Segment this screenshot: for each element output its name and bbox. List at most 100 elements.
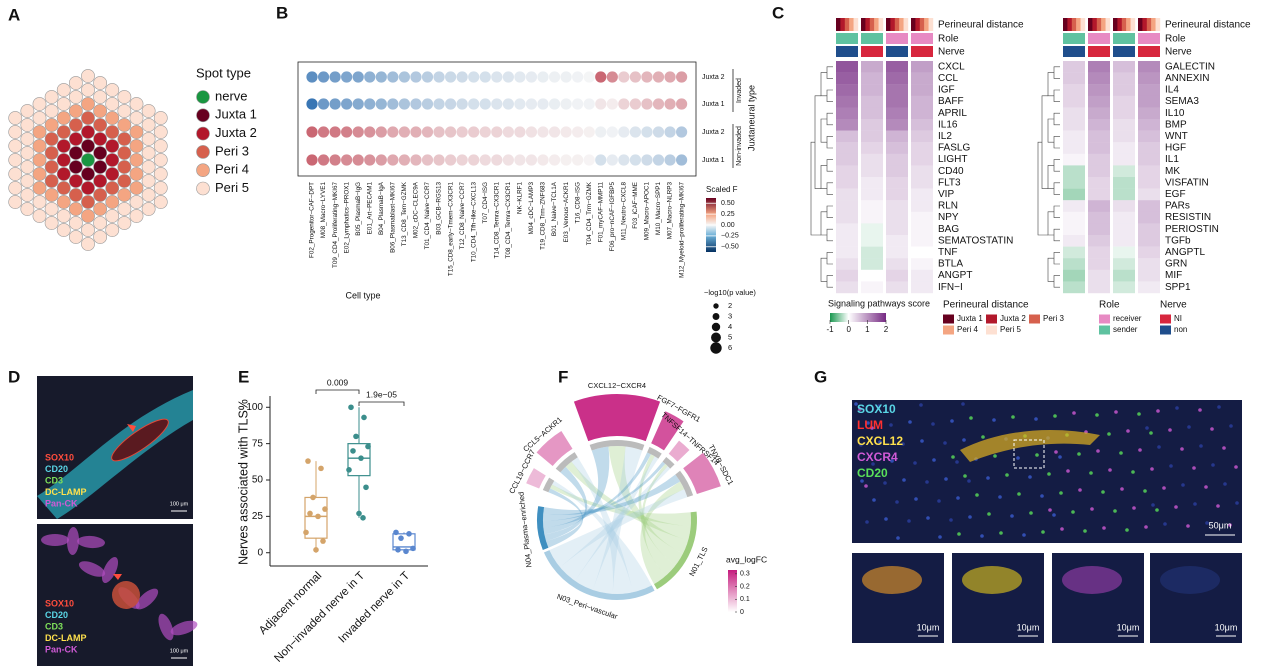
point bbox=[360, 515, 366, 521]
dendrogram bbox=[1053, 159, 1060, 172]
annotation-cell bbox=[836, 18, 841, 31]
spot bbox=[105, 153, 120, 167]
heat-cell bbox=[1113, 269, 1135, 282]
spot bbox=[117, 132, 132, 146]
heat-cell bbox=[1063, 281, 1085, 294]
heat-cell bbox=[861, 84, 883, 96]
dendrogram bbox=[1047, 118, 1054, 143]
dot bbox=[421, 98, 434, 110]
point bbox=[410, 545, 416, 552]
legend-label: sender bbox=[1113, 325, 1138, 334]
heat-cell bbox=[911, 281, 933, 294]
cell bbox=[1149, 431, 1153, 435]
dot bbox=[387, 126, 399, 138]
heat-cell bbox=[1063, 95, 1085, 108]
row-label: ANGPTL bbox=[1165, 247, 1205, 258]
cell bbox=[865, 520, 869, 524]
heat-cell bbox=[1088, 142, 1110, 154]
tissue bbox=[101, 557, 119, 583]
x-tick-label: T09_CD4_Proliferating−MKI67 bbox=[332, 182, 339, 268]
spot bbox=[117, 202, 132, 216]
dot bbox=[664, 71, 676, 83]
x-tick-label: T15_CD8_early−Tmem−CX3CR1 bbox=[447, 182, 454, 277]
heat-cell bbox=[886, 119, 908, 131]
cell bbox=[1210, 427, 1214, 431]
cell bbox=[925, 480, 929, 484]
heat-cell bbox=[911, 142, 933, 154]
legend-title: Perineural distance bbox=[943, 300, 1029, 311]
channel-label: SOX10 bbox=[45, 452, 74, 462]
chord bbox=[543, 474, 681, 515]
channel-label: Pan-CK bbox=[45, 498, 78, 508]
cell bbox=[956, 496, 960, 500]
dot bbox=[306, 126, 318, 138]
plot-frame bbox=[297, 61, 697, 177]
dot bbox=[341, 71, 353, 83]
spot bbox=[105, 139, 120, 153]
dot bbox=[352, 126, 364, 138]
spot bbox=[32, 181, 47, 195]
point bbox=[403, 548, 409, 555]
row-label: VIP bbox=[938, 189, 954, 200]
pair-bar bbox=[668, 440, 690, 462]
point bbox=[313, 547, 319, 553]
legend-label: Peri 5 bbox=[215, 180, 249, 195]
spot bbox=[153, 195, 168, 209]
heat-cell bbox=[911, 246, 933, 259]
inset-signal bbox=[862, 566, 922, 594]
legend-label: Peri 4 bbox=[215, 162, 249, 177]
heat-cell bbox=[861, 107, 883, 120]
dendrogram bbox=[826, 228, 833, 242]
dot bbox=[664, 126, 676, 138]
dot bbox=[514, 71, 526, 83]
annotation-cell bbox=[1067, 18, 1072, 31]
cell bbox=[914, 497, 918, 501]
heat-cell bbox=[1138, 165, 1160, 178]
colorbar-label: 0 bbox=[740, 609, 744, 616]
legend-label: NI bbox=[1174, 314, 1182, 323]
annotation-cell bbox=[1151, 18, 1156, 31]
annotation-cell bbox=[1063, 18, 1068, 31]
heat-cell bbox=[1063, 246, 1085, 259]
heat-cell bbox=[886, 84, 908, 96]
cell bbox=[920, 439, 924, 443]
heat-cell bbox=[1113, 200, 1135, 212]
nerve bbox=[112, 581, 140, 609]
spot bbox=[105, 209, 120, 223]
spot bbox=[93, 76, 108, 90]
size-title: −log10(p value) bbox=[704, 288, 756, 297]
spot bbox=[93, 90, 108, 104]
spot bbox=[56, 181, 71, 195]
dot bbox=[329, 71, 341, 83]
tissue bbox=[170, 620, 198, 636]
spot bbox=[105, 97, 120, 111]
dot bbox=[364, 98, 376, 110]
heat-cell bbox=[1088, 269, 1110, 282]
legend-label: Juxta 2 bbox=[215, 125, 257, 140]
dot bbox=[595, 126, 607, 138]
spot bbox=[56, 125, 71, 139]
dot bbox=[468, 71, 480, 83]
dendrogram bbox=[1047, 211, 1054, 236]
heat-cell bbox=[836, 188, 858, 201]
dendrogram bbox=[1053, 112, 1060, 126]
cell bbox=[1011, 415, 1015, 419]
dot bbox=[618, 98, 630, 110]
dot bbox=[514, 98, 526, 110]
heat-cell bbox=[1063, 165, 1085, 178]
nerve bbox=[111, 418, 169, 462]
spot bbox=[68, 160, 83, 174]
spot bbox=[56, 153, 71, 167]
heat-cell bbox=[1088, 200, 1110, 212]
scale-label: 10μm bbox=[917, 622, 940, 632]
cell bbox=[872, 498, 876, 502]
annotation-cell bbox=[1080, 18, 1086, 31]
annotation-cell bbox=[1142, 18, 1147, 31]
spot bbox=[56, 83, 71, 97]
spot bbox=[20, 118, 35, 132]
row-label: Juxta 1 bbox=[702, 101, 725, 108]
cell bbox=[1222, 446, 1226, 450]
cell bbox=[1077, 452, 1081, 456]
channel-label: Pan-CK bbox=[45, 644, 78, 654]
x-tick-label: Non−invaded nerve in T bbox=[272, 570, 367, 665]
